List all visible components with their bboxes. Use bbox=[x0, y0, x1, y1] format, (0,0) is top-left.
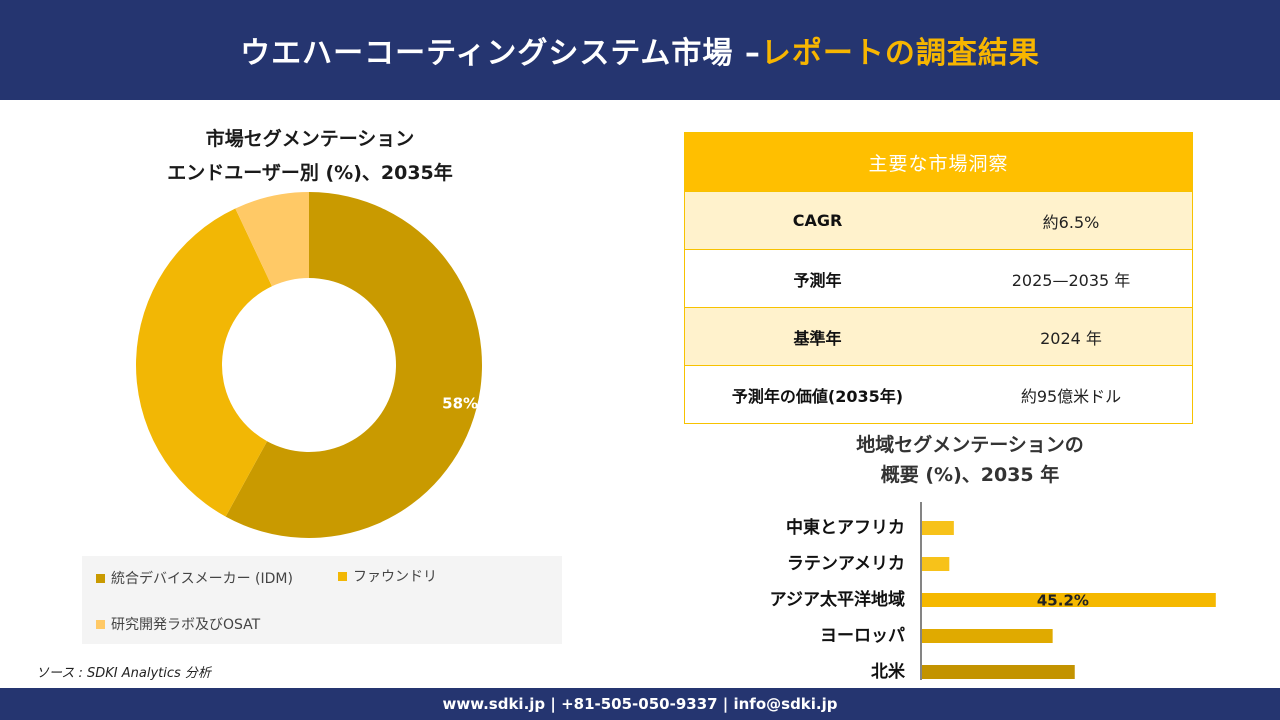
legend-item: ファウンドリ bbox=[338, 566, 437, 586]
donut-title-line2: エンドユーザー別 (%)、2035年 bbox=[167, 162, 453, 184]
bar-category-label: 中東とアフリカ bbox=[786, 517, 905, 538]
donut-title-line1: 市場セグメンテーション bbox=[205, 128, 415, 150]
bar-chart-title: 地域セグメンテーションの 概要 (%)、2035 年 bbox=[780, 430, 1160, 490]
insight-row-base-year: 基準年 2024 年 bbox=[685, 307, 1192, 365]
insight-value: 約6.5% bbox=[1042, 212, 1100, 232]
legend-label: ファウンドリ bbox=[353, 569, 437, 585]
bar-category-label: アジア太平洋地域 bbox=[770, 589, 905, 610]
insight-row-cagr: CAGR 約6.5% bbox=[685, 191, 1192, 249]
insight-label: 予測年の価値(2035年) bbox=[731, 386, 904, 406]
report-title-main: ウエハーコーティングシステム市場 – bbox=[240, 36, 761, 71]
region-bar bbox=[922, 665, 1075, 679]
key-insights-header: 主要な市場洞察 bbox=[685, 133, 1192, 191]
footer-contact: www.sdki.jp | +81-505-050-9337 | info@sd… bbox=[0, 688, 1280, 720]
donut-slice bbox=[136, 208, 272, 517]
donut-data-label: 58% bbox=[442, 394, 478, 412]
report-header: ウエハーコーティングシステム市場 –レポートの調査結果 bbox=[0, 0, 1280, 100]
legend-item: 研究開発ラボ及びOSAT bbox=[96, 614, 260, 634]
donut-legend: 統合デバイスメーカー (IDM) ファウンドリ研究開発ラボ及びOSAT bbox=[82, 556, 562, 644]
region-bar bbox=[922, 521, 954, 535]
legend-swatch bbox=[96, 619, 105, 629]
legend-item: 統合デバイスメーカー (IDM) bbox=[96, 568, 293, 588]
region-bar bbox=[922, 593, 1216, 607]
report-title-highlight: レポートの調査結果 bbox=[760, 36, 1040, 71]
key-insights-table: 主要な市場洞察 CAGR 約6.5% 予測年 2025—2035 年 基準年 2… bbox=[684, 132, 1193, 424]
insight-label: CAGR bbox=[792, 211, 843, 230]
insight-value: 約95億米ドル bbox=[1020, 386, 1122, 406]
insight-label: 基準年 bbox=[793, 328, 842, 348]
insight-value: 2024 年 bbox=[1040, 328, 1102, 348]
source-note: ソース : SDKI Analytics 分析 bbox=[36, 666, 211, 681]
legend-label: 研究開発ラボ及びOSAT bbox=[111, 617, 261, 633]
donut-slice bbox=[225, 192, 483, 538]
insight-row-forecast-year: 予測年 2025—2035 年 bbox=[685, 249, 1192, 307]
insight-value: 2025—2035 年 bbox=[1011, 270, 1131, 290]
legend-swatch bbox=[338, 571, 347, 581]
bar-title-line2: 概要 (%)、2035 年 bbox=[880, 464, 1060, 486]
end-user-donut-chart: 58% bbox=[136, 192, 483, 538]
region-bar bbox=[922, 557, 950, 571]
insight-label: 予測年 bbox=[793, 270, 842, 290]
legend-swatch bbox=[96, 573, 105, 583]
bar-category-label: ヨーロッパ bbox=[820, 626, 905, 646]
donut-chart-title: 市場セグメンテーション エンドユーザー別 (%)、2035年 bbox=[130, 122, 490, 190]
bar-data-label: 45.2% bbox=[1037, 592, 1089, 610]
bar-category-label: 北米 bbox=[871, 661, 906, 680]
bar-category-label: ラテンアメリカ bbox=[787, 554, 905, 574]
report-title: ウエハーコーティングシステム市場 –レポートの調査結果 bbox=[240, 28, 1040, 72]
region-bar bbox=[922, 629, 1053, 643]
legend-label: 統合デバイスメーカー (IDM) bbox=[111, 571, 293, 587]
insight-row-forecast-value: 予測年の価値(2035年) 約95億米ドル bbox=[685, 365, 1192, 423]
bar-title-line1: 地域セグメンテーションの bbox=[856, 434, 1084, 456]
donut-slice bbox=[235, 192, 309, 287]
